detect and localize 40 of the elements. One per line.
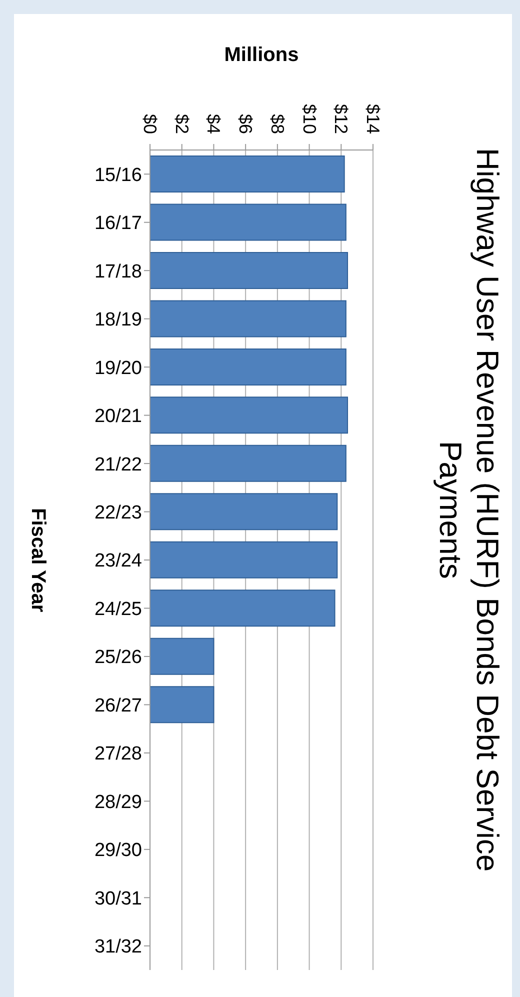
x-tick-label: $14: [363, 104, 383, 134]
y-tick-label: 27/28: [94, 744, 142, 765]
bar: [150, 348, 346, 386]
x-tick-label: $4: [204, 114, 224, 134]
x-axis-title: Millions: [223, 44, 300, 67]
bar: [150, 204, 346, 241]
x-tick-label: $8: [267, 114, 288, 134]
x-tick-label: $6: [236, 114, 256, 134]
y-tick-label: 23/24: [94, 550, 142, 572]
y-tick-label: 29/30: [94, 840, 142, 862]
y-tick-label: 26/27: [94, 695, 142, 716]
y-tick-label: 20/21: [94, 406, 142, 428]
y-tick-label: 28/29: [94, 792, 142, 813]
y-tick-label: 31/32: [94, 936, 142, 958]
x-tick-label: $2: [172, 114, 192, 134]
bar: [150, 493, 338, 530]
bar: [150, 396, 348, 434]
y-tick-label: 17/18: [94, 261, 142, 282]
y-tick-label: 25/26: [94, 647, 142, 668]
y-tick-label: 18/19: [94, 310, 142, 331]
bar: [150, 686, 214, 724]
text: Highway User Revenue (HURF) Bonds Debt Service Payments: [432, 147, 506, 874]
bar: [150, 444, 346, 482]
x-tick-label: $0: [140, 114, 160, 134]
y-tick-label: 19/20: [94, 358, 142, 379]
y-tick-label: 21/22: [94, 454, 142, 476]
bar: [150, 252, 348, 289]
bar: [150, 541, 338, 578]
x-tick-label: $10: [299, 104, 320, 134]
bar: [150, 590, 336, 627]
y-tick-label: 15/16: [94, 164, 142, 186]
bar: [150, 300, 346, 338]
x-tick-label: $12: [331, 104, 352, 134]
y-tick-label: 24/25: [94, 598, 142, 620]
bar: [150, 638, 214, 675]
y-tick-label: 22/23: [94, 502, 142, 524]
y-axis-title: Fiscal Year: [26, 506, 49, 614]
bar: [150, 156, 345, 192]
y-tick-label: 30/31: [94, 888, 142, 910]
y-tick-label: 16/17: [94, 213, 142, 234]
